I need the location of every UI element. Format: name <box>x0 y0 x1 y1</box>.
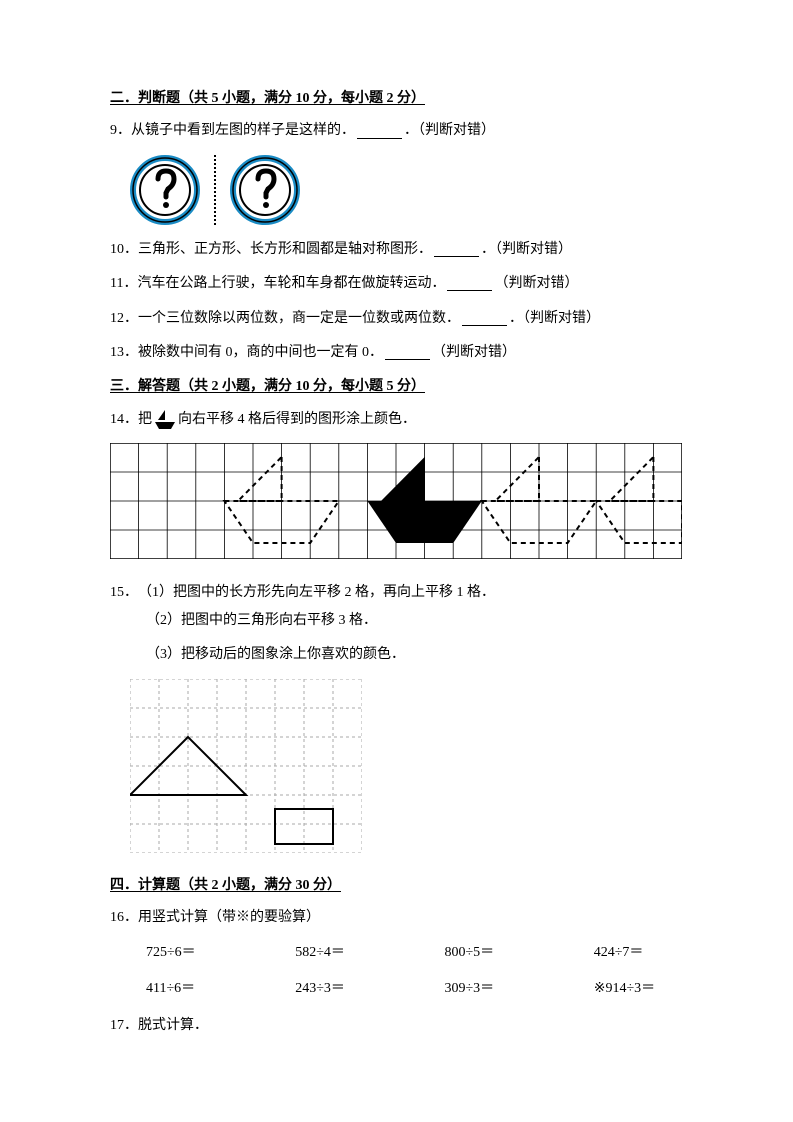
calc-2-4: ※914÷3＝ <box>594 978 683 1000</box>
q13-blank[interactable] <box>385 346 430 360</box>
q13-text: 被除数中间有 0，商的中间也一定有 0． <box>138 342 383 364</box>
q17-num: 17． <box>110 1015 138 1037</box>
q10-num: 10． <box>110 239 138 261</box>
mirror-axis-line <box>214 155 216 225</box>
q16-num: 16． <box>110 907 138 929</box>
question-17: 17． 脱式计算． <box>110 1015 683 1037</box>
mirror-figure <box>130 155 683 225</box>
q9-suffix: ．（判断对错） <box>404 120 495 142</box>
question-11: 11． 汽车在公路上行驶，车轮和车身都在做旋转运动． （判断对错） <box>110 273 683 295</box>
q12-suffix: ．（判断对错） <box>509 308 600 330</box>
calc-1-1: 725÷6＝ <box>146 942 235 964</box>
calc-1-4: 424÷7＝ <box>594 942 683 964</box>
q11-suffix: （判断对错） <box>494 273 578 295</box>
question-9: 9． 从镜子中看到左图的样子是这样的． ．（判断对错） <box>110 120 683 142</box>
calc-2-1: 411÷6＝ <box>146 978 235 1000</box>
q12-num: 12． <box>110 308 138 330</box>
q10-text: 三角形、正方形、长方形和圆都是轴对称图形． <box>138 239 432 261</box>
question-16: 16． 用竖式计算（带※的要验算） <box>110 907 683 929</box>
q15-p2: （2）把图中的三角形向右平移 3 格． <box>146 610 683 632</box>
q15-p3: （3）把移动后的图象涂上你喜欢的颜色． <box>146 644 683 666</box>
q11-num: 11． <box>110 273 137 295</box>
q15-num: 15． <box>110 582 138 604</box>
question-14: 14． 把 向右平移 4 格后得到的图形涂上颜色． <box>110 409 683 431</box>
section-3-header: 三．解答题（共 2 小题，满分 10 分，每小题 5 分） <box>110 376 683 398</box>
calc-1-3: 800÷5＝ <box>445 942 534 964</box>
q9-blank[interactable] <box>357 125 402 139</box>
q17-text: 脱式计算． <box>138 1015 208 1037</box>
shapes-grid-figure <box>130 679 683 861</box>
q9-text: 从镜子中看到左图的样子是这样的． <box>131 120 355 142</box>
q14-pre: 把 <box>138 409 152 431</box>
calc-1-2: 582÷4＝ <box>295 942 384 964</box>
calc-row-2: 411÷6＝ 243÷3＝ 309÷3＝ ※914÷3＝ <box>146 978 683 1000</box>
q12-text: 一个三位数除以两位数，商一定是一位数或两位数． <box>138 308 460 330</box>
calc-2-3: 309÷3＝ <box>445 978 534 1000</box>
boat-grid-figure <box>110 443 683 567</box>
q10-blank[interactable] <box>434 243 479 257</box>
q9-num: 9． <box>110 120 131 142</box>
section-2-header: 二．判断题（共 5 小题，满分 10 分，每小题 2 分） <box>110 88 683 110</box>
question-15: 15． （1）把图中的长方形先向左平移 2 格，再向上平移 1 格． <box>110 582 683 604</box>
q11-blank[interactable] <box>447 277 492 291</box>
q11-text: 汽车在公路上行驶，车轮和车身都在做旋转运动． <box>137 273 445 295</box>
question-13: 13． 被除数中间有 0，商的中间也一定有 0． （判断对错） <box>110 342 683 364</box>
q12-blank[interactable] <box>462 312 507 326</box>
q16-text: 用竖式计算（带※的要验算） <box>138 907 320 929</box>
q14-post: 向右平移 4 格后得到的图形涂上颜色． <box>178 409 416 431</box>
question-12: 12． 一个三位数除以两位数，商一定是一位数或两位数． ．（判断对错） <box>110 308 683 330</box>
question-10: 10． 三角形、正方形、长方形和圆都是轴对称图形． ．（判断对错） <box>110 239 683 261</box>
boat-icon <box>154 410 176 430</box>
q13-suffix: （判断对错） <box>432 342 516 364</box>
calc-2-2: 243÷3＝ <box>295 978 384 1000</box>
question-mark-circle-right <box>230 155 300 225</box>
q14-num: 14． <box>110 409 138 431</box>
calc-row-1: 725÷6＝ 582÷4＝ 800÷5＝ 424÷7＝ <box>146 942 683 964</box>
q13-num: 13． <box>110 342 138 364</box>
section-4-header: 四．计算题（共 2 小题，满分 30 分） <box>110 875 683 897</box>
question-mark-circle-left <box>130 155 200 225</box>
q15-p1: （1）把图中的长方形先向左平移 2 格，再向上平移 1 格． <box>138 582 495 604</box>
q10-suffix: ．（判断对错） <box>481 239 572 261</box>
